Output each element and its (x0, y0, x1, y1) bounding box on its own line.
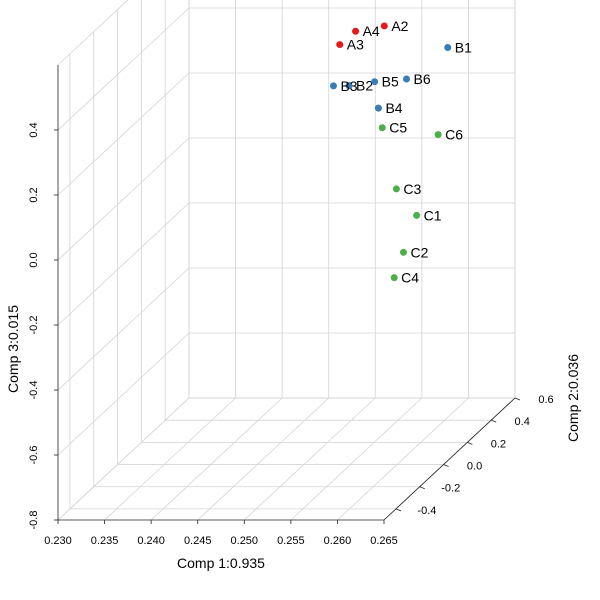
x-tick-label: 0.230 (44, 535, 72, 547)
y-tick-label: -0.2 (441, 483, 460, 495)
x-tick-label: 0.245 (184, 535, 212, 547)
data-point-A2 (380, 22, 388, 30)
x-tick-label: 0.240 (137, 535, 165, 547)
side-wall-gridline (57, 72, 190, 196)
point-label-A3: A3 (347, 37, 364, 53)
point-label-B5: B5 (382, 74, 399, 90)
y-tick (491, 419, 497, 423)
data-point-B3 (329, 82, 337, 90)
data-point-B6 (403, 75, 411, 83)
point-label-B3: B3 (340, 78, 357, 94)
y-tick (514, 397, 521, 401)
point-label-C1: C1 (424, 207, 442, 223)
z-tick-label: 0.0 (28, 252, 40, 267)
y-tick (419, 486, 425, 490)
x-tick-label: 0.235 (91, 535, 119, 547)
side-wall-gridline (57, 397, 190, 521)
side-wall-gridline (57, 202, 190, 326)
data-points: A1A2A3A4B1B2B3B4B5B6C1C2C3C4C5C6 (329, 18, 472, 286)
floor-gridline (290, 397, 423, 521)
x-tick-label: 0.255 (277, 535, 305, 547)
side-wall-gridline (57, 7, 190, 131)
z-axis-label: Comp 3:0.015 (5, 305, 21, 393)
z-tick-label: 0.4 (28, 122, 40, 137)
z-tick-label: -0.8 (28, 511, 40, 530)
axis-layer (54, 65, 521, 524)
floor-gridline (197, 397, 329, 521)
point-label-C4: C4 (401, 270, 419, 286)
point-label-B2: B2 (356, 78, 373, 94)
point-label-B6: B6 (414, 71, 431, 87)
side-wall-gridline (57, 267, 190, 391)
grid-layer (57, 0, 516, 521)
data-point-C4 (390, 274, 398, 282)
data-point-B2 (345, 82, 353, 90)
data-point-B5 (371, 78, 379, 86)
y-tick (395, 508, 402, 512)
point-label-B1: B1 (455, 40, 472, 56)
x-tick-label: 0.265 (370, 535, 398, 547)
y-axis-label: Comp 2:0.036 (565, 354, 581, 442)
data-point-C6 (434, 131, 442, 139)
y-tick-label: -0.4 (417, 505, 436, 517)
point-label-C3: C3 (403, 181, 421, 197)
floor-gridline (244, 397, 376, 521)
point-label-C6: C6 (445, 127, 463, 143)
z-tick-label: -0.6 (28, 446, 40, 465)
point-label-C5: C5 (389, 120, 407, 136)
tick-labels: 0.230 0.235 0.240 0.245 0.250 0.255 0.260 0.265… (28, 122, 554, 547)
data-point-B1 (444, 44, 452, 52)
y-tick (467, 441, 473, 445)
data-point-C2 (399, 248, 407, 256)
x-tick-label: 0.250 (231, 535, 259, 547)
z-tick-label: -0.2 (28, 316, 40, 335)
point-label-A4: A4 (363, 23, 380, 39)
x-axis-label: Comp 1:0.935 (177, 555, 265, 571)
y-axis-line (383, 397, 516, 521)
floor-gridline (104, 397, 236, 521)
data-point-C5 (378, 124, 386, 132)
y-tick-label: 0.6 (538, 394, 553, 406)
z-tick-label: -0.4 (28, 381, 40, 400)
y-tick (443, 464, 449, 467)
y-tick-label: 0.4 (515, 416, 530, 428)
point-label-A2: A2 (391, 18, 408, 34)
side-wall-gridline (57, 332, 190, 456)
point-label-C2: C2 (410, 244, 428, 260)
side-wall-gridline (57, 137, 190, 261)
data-point-A3 (336, 41, 344, 49)
floor-gridline (337, 397, 469, 521)
data-point-A4 (352, 27, 360, 35)
y-tick-label: 0.0 (467, 461, 482, 473)
point-label-B4: B4 (385, 100, 402, 116)
data-point-C3 (392, 185, 400, 193)
y-tick-label: 0.2 (491, 438, 506, 450)
data-point-C1 (413, 211, 421, 219)
floor-gridline (150, 397, 283, 521)
z-tick-label: 0.2 (28, 187, 40, 202)
box-edge (57, 0, 129, 66)
data-point-B4 (374, 104, 382, 112)
x-tick-label: 0.260 (324, 535, 352, 547)
